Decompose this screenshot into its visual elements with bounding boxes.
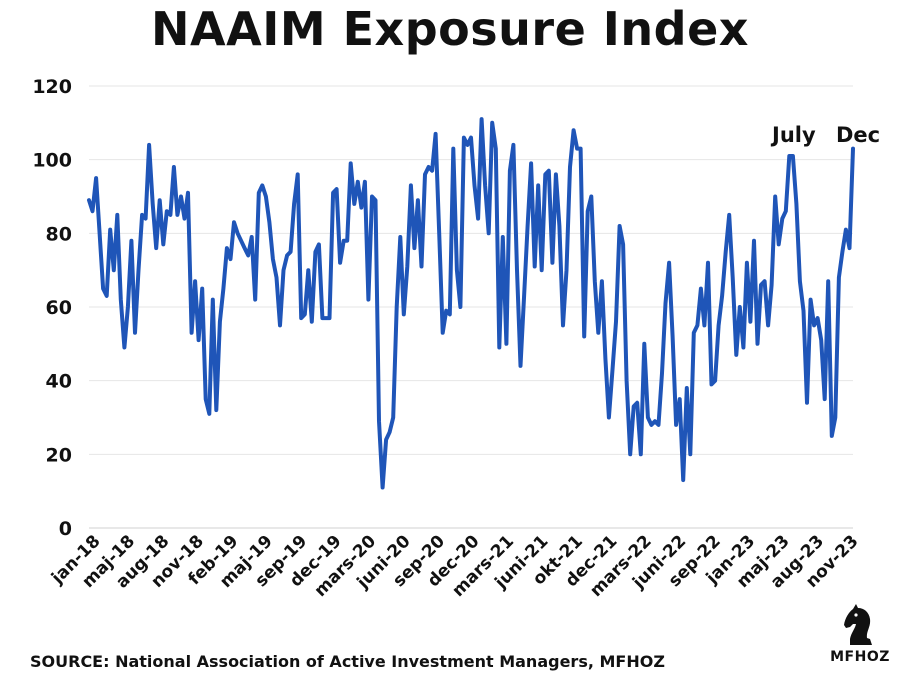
x-axis: jan-18maj-18aug-18nov-18feb-19maj-19sep-… [47, 531, 862, 601]
series-line [87, 117, 855, 490]
y-tick-label: 60 [46, 297, 72, 319]
knight-icon [844, 604, 872, 645]
y-tick-label: 40 [46, 371, 72, 393]
y-axis: 0 20 40 60 80 100 120 [32, 76, 72, 540]
y-tick-label: 80 [46, 223, 72, 245]
logo-text: MFHOZ [830, 649, 890, 665]
chart-title: NAAIM Exposure Index [151, 2, 749, 56]
y-tick-label: 120 [32, 76, 72, 98]
y-tick-label: 100 [32, 150, 72, 172]
annotation-july: July [770, 123, 816, 147]
y-tick-label: 20 [46, 444, 72, 466]
source-note: SOURCE: National Association of Active I… [30, 652, 665, 671]
mfhoz-logo: MFHOZ [828, 603, 892, 669]
y-tick-label: 0 [59, 518, 72, 540]
annotation-dec: Dec [836, 123, 880, 147]
